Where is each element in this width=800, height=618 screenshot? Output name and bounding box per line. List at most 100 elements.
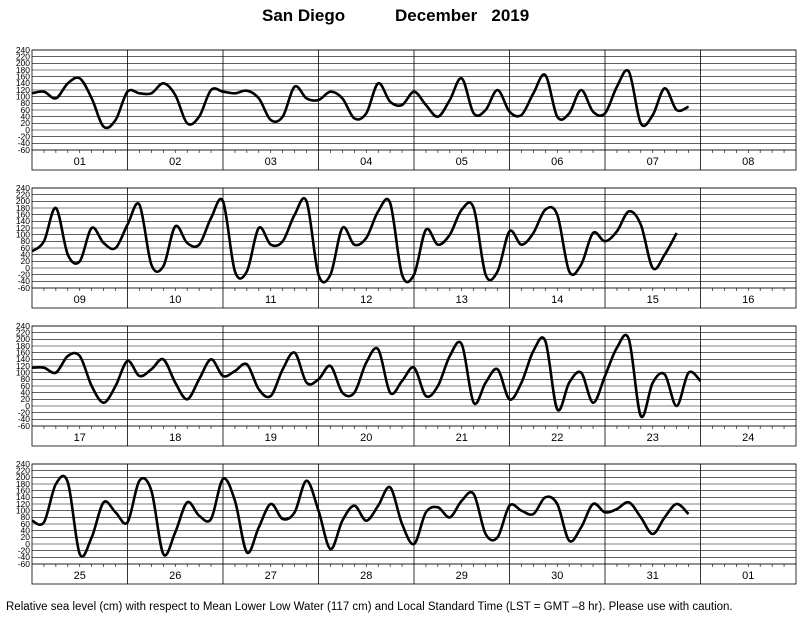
day-label: 30 — [551, 570, 563, 582]
y-tick-label: 200 — [16, 58, 30, 68]
y-tick-label: 40 — [21, 249, 31, 259]
tide-series-line — [32, 333, 702, 419]
y-tick-label: 60 — [21, 381, 31, 391]
y-tick-label: 80 — [21, 374, 31, 384]
day-label: 25 — [74, 570, 86, 582]
day-label: 22 — [551, 432, 563, 444]
tide-panel: 240220200180160140120100806040200-20-40-… — [16, 321, 797, 447]
y-tick-label: -60 — [18, 421, 31, 431]
y-tick-label: -60 — [18, 559, 31, 569]
day-label: 11 — [265, 294, 276, 306]
y-tick-label: 180 — [16, 341, 30, 351]
day-label: 04 — [360, 156, 372, 168]
y-tick-label: 140 — [16, 216, 30, 226]
day-label: 01 — [742, 570, 754, 582]
day-label: 21 — [456, 432, 468, 444]
day-label: 17 — [74, 432, 86, 444]
y-tick-label: 20 — [21, 256, 31, 266]
y-tick-label: -40 — [18, 138, 31, 148]
y-tick-label: 100 — [16, 505, 30, 515]
day-label: 01 — [74, 156, 86, 168]
day-label: 02 — [169, 156, 181, 168]
y-tick-label: 100 — [16, 367, 30, 377]
y-tick-label: 0 — [25, 539, 30, 549]
day-label: 06 — [551, 156, 563, 168]
y-tick-label: -20 — [18, 269, 31, 279]
y-tick-label: 120 — [16, 85, 30, 95]
y-tick-label: 80 — [21, 512, 31, 522]
y-tick-label: -60 — [18, 283, 31, 293]
y-tick-label: 20 — [21, 118, 31, 128]
day-label: 20 — [360, 432, 372, 444]
tide-series-line — [32, 196, 678, 284]
y-tick-label: 240 — [16, 45, 30, 55]
day-label: 28 — [360, 570, 372, 582]
y-tick-label: 240 — [16, 459, 30, 469]
tide-series-line — [32, 474, 690, 558]
tide-series-line — [32, 68, 690, 130]
y-tick-label: 40 — [21, 387, 31, 397]
y-tick-label: -40 — [18, 414, 31, 424]
y-tick-label: 160 — [16, 71, 30, 81]
y-tick-label: -20 — [18, 131, 31, 141]
y-tick-label: -60 — [18, 145, 31, 155]
day-label: 08 — [742, 156, 754, 168]
y-tick-label: 140 — [16, 78, 30, 88]
y-tick-label: 20 — [21, 532, 31, 542]
y-tick-label: 40 — [21, 525, 31, 535]
y-tick-label: 180 — [16, 65, 30, 75]
y-tick-label: 0 — [25, 263, 30, 273]
tide-panel: 240220200180160140120100806040200-20-40-… — [16, 459, 797, 585]
y-tick-label: -20 — [18, 545, 31, 555]
day-label: 12 — [360, 294, 372, 306]
day-label: 13 — [456, 294, 468, 306]
day-label: 19 — [265, 432, 277, 444]
y-tick-label: 160 — [16, 209, 30, 219]
chart-title-month-name: December — [395, 6, 478, 25]
y-tick-label: 180 — [16, 479, 30, 489]
y-tick-label: 120 — [16, 223, 30, 233]
day-label: 27 — [265, 570, 277, 582]
day-label: 10 — [169, 294, 181, 306]
y-tick-label: 160 — [16, 347, 30, 357]
y-tick-label: -20 — [18, 407, 31, 417]
y-tick-label: 140 — [16, 354, 30, 364]
y-tick-label: 220 — [16, 465, 30, 475]
y-tick-label: 100 — [16, 229, 30, 239]
y-tick-label: 140 — [16, 492, 30, 502]
chart-title-year: 2019 — [491, 6, 530, 25]
day-label: 03 — [265, 156, 277, 168]
chart-caption: Relative sea level (cm) with respect to … — [6, 601, 733, 613]
y-tick-label: 120 — [16, 361, 30, 371]
chart-title-location: San Diego — [262, 6, 346, 25]
tide-panel: 240220200180160140120100806040200-20-40-… — [16, 45, 797, 171]
y-tick-label: 200 — [16, 334, 30, 344]
y-tick-label: 160 — [16, 485, 30, 495]
y-tick-label: 240 — [16, 321, 30, 331]
y-tick-label: 180 — [16, 203, 30, 213]
day-label: 29 — [456, 570, 468, 582]
y-tick-label: 20 — [21, 394, 31, 404]
y-tick-label: 120 — [16, 499, 30, 509]
y-tick-label: 240 — [16, 183, 30, 193]
y-tick-label: 60 — [21, 519, 31, 529]
y-tick-label: 60 — [21, 243, 31, 253]
y-tick-label: 200 — [16, 196, 30, 206]
y-tick-label: 220 — [16, 51, 30, 61]
day-label: 07 — [647, 156, 659, 168]
y-tick-label: 0 — [25, 401, 30, 411]
y-tick-label: 80 — [21, 236, 31, 246]
y-tick-label: 60 — [21, 105, 31, 115]
day-label: 24 — [742, 432, 754, 444]
day-label: 26 — [169, 570, 181, 582]
y-tick-label: 220 — [16, 327, 30, 337]
y-tick-label: 220 — [16, 189, 30, 199]
day-label: 16 — [742, 294, 754, 306]
day-label: 31 — [647, 570, 659, 582]
day-label: 09 — [74, 294, 86, 306]
y-tick-label: -40 — [18, 552, 31, 562]
day-label: 05 — [456, 156, 468, 168]
tide-panel: 240220200180160140120100806040200-20-40-… — [16, 183, 797, 309]
y-tick-label: 0 — [25, 125, 30, 135]
